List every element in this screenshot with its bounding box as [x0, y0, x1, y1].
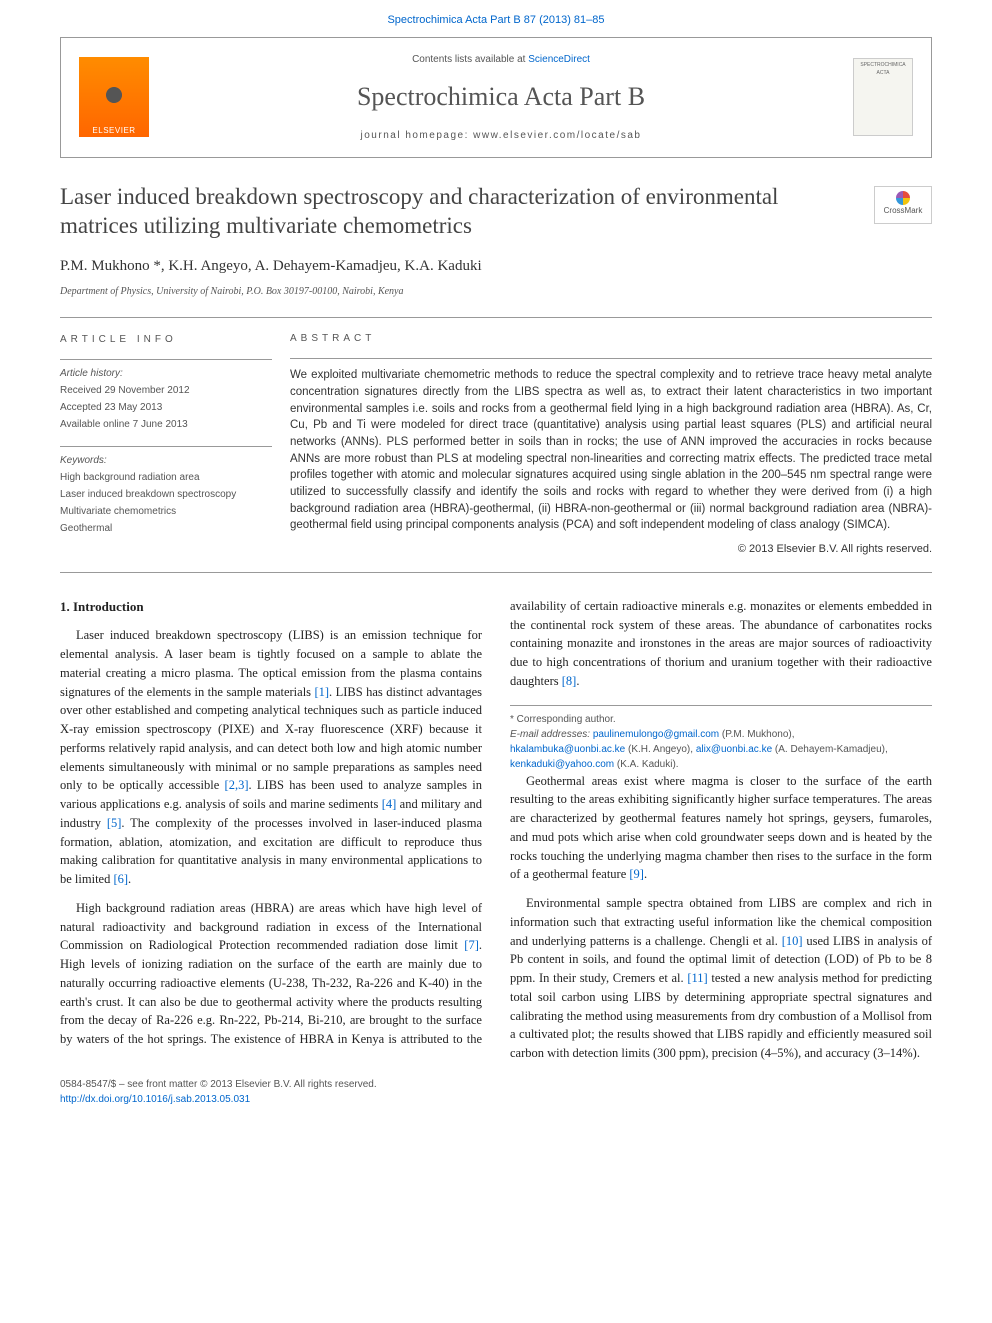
journal-name: Spectrochimica Acta Part B: [149, 77, 853, 116]
contents-line: Contents lists available at ScienceDirec…: [149, 52, 853, 67]
keyword: Geothermal: [60, 521, 272, 536]
intro-heading: 1. Introduction: [60, 597, 482, 617]
email-name: (A. Dehayem-Kamadjeu),: [772, 744, 888, 755]
sciencedirect-link[interactable]: ScienceDirect: [528, 54, 590, 65]
keyword: High background radiation area: [60, 470, 272, 485]
history-label: Article history:: [60, 366, 272, 381]
contents-prefix: Contents lists available at: [412, 54, 528, 65]
issn-line: 0584-8547/$ – see front matter © 2013 El…: [60, 1077, 932, 1092]
text-run: .: [576, 674, 579, 688]
body-paragraph: Laser induced breakdown spectroscopy (LI…: [60, 626, 482, 889]
text-run: High background radiation areas (HBRA) a…: [60, 901, 482, 953]
abstract-copyright: © 2013 Elsevier B.V. All rights reserved…: [290, 542, 932, 558]
abstract-text: We exploited multivariate chemometric me…: [290, 367, 932, 534]
cite-link[interactable]: [11]: [687, 971, 707, 985]
body-paragraph: Geothermal areas exist where magma is cl…: [510, 772, 932, 885]
corresponding-note: * Corresponding author.: [510, 712, 932, 727]
cite-link[interactable]: [5]: [107, 816, 122, 830]
homepage-prefix: journal homepage:: [361, 130, 474, 141]
email-link[interactable]: kenkaduki@yahoo.com: [510, 759, 614, 770]
doi-link[interactable]: http://dx.doi.org/10.1016/j.sab.2013.05.…: [60, 1094, 250, 1105]
email-line: E-mail addresses: paulinemulongo@gmail.c…: [510, 727, 932, 742]
email-name: (P.M. Mukhono),: [719, 729, 794, 740]
cite-link[interactable]: [1]: [314, 685, 329, 699]
bottom-meta: 0584-8547/$ – see front matter © 2013 El…: [60, 1077, 932, 1107]
header-center: Contents lists available at ScienceDirec…: [149, 52, 853, 143]
kw-rule: [60, 446, 272, 447]
elsevier-tree-icon: [89, 75, 139, 125]
homepage-url: www.elsevier.com/locate/sab: [473, 130, 641, 141]
email-name: (K.A. Kaduki).: [614, 759, 678, 770]
cite-link[interactable]: [2,3]: [225, 778, 249, 792]
keyword: Multivariate chemometrics: [60, 504, 272, 519]
article-info-panel: ARTICLE INFO Article history: Received 2…: [60, 332, 290, 558]
meta-section: ARTICLE INFO Article history: Received 2…: [60, 318, 932, 572]
keywords-block: Keywords: High background radiation area…: [60, 446, 272, 536]
email-line: hkalambuka@uonbi.ac.ke (K.H. Angeyo), al…: [510, 742, 932, 757]
cite-link[interactable]: [10]: [782, 934, 803, 948]
divider-bottom: [60, 572, 932, 573]
journal-cover-thumbnail: SPECTROCHIMICA ACTA: [853, 58, 913, 136]
abstract-heading: ABSTRACT: [290, 332, 932, 347]
email-name: (K.H. Angeyo),: [625, 744, 696, 755]
elsevier-logo: ELSEVIER: [79, 57, 149, 137]
cite-link[interactable]: [8]: [562, 674, 577, 688]
text-run: Geothermal areas exist where magma is cl…: [510, 774, 932, 882]
keywords-label: Keywords:: [60, 453, 272, 468]
publisher-name: ELSEVIER: [92, 125, 135, 137]
text-run: .: [644, 867, 647, 881]
abs-rule: [290, 358, 932, 359]
accepted-date: Accepted 23 May 2013: [60, 400, 272, 415]
homepage-line: journal homepage: www.elsevier.com/locat…: [149, 128, 853, 143]
online-date: Available online 7 June 2013: [60, 417, 272, 432]
email-link[interactable]: hkalambuka@uonbi.ac.ke: [510, 744, 625, 755]
text-run: . LIBS has distinct advantages over othe…: [60, 685, 482, 793]
email-link[interactable]: alix@uonbi.ac.ke: [696, 744, 772, 755]
top-reference: Spectrochimica Acta Part B 87 (2013) 81–…: [0, 0, 992, 37]
footnotes: * Corresponding author. E-mail addresses…: [510, 705, 932, 772]
crossmark-badge[interactable]: CrossMark: [874, 186, 932, 224]
cite-link[interactable]: [4]: [382, 797, 397, 811]
email-line: kenkaduki@yahoo.com (K.A. Kaduki).: [510, 757, 932, 772]
journal-ref-link[interactable]: Spectrochimica Acta Part B 87 (2013) 81–…: [387, 14, 604, 26]
email-link[interactable]: paulinemulongo@gmail.com: [593, 729, 719, 740]
email-label: E-mail addresses:: [510, 729, 590, 740]
keyword: Laser induced breakdown spectroscopy: [60, 487, 272, 502]
authors-text: P.M. Mukhono *, K.H. Angeyo, A. Dehayem-…: [60, 258, 482, 274]
body-text: 1. Introduction Laser induced breakdown …: [60, 597, 932, 1063]
cite-link[interactable]: [9]: [629, 867, 644, 881]
journal-header: ELSEVIER Contents lists available at Sci…: [60, 37, 932, 158]
info-rule: [60, 359, 272, 360]
title-block: Laser induced breakdown spectroscopy and…: [60, 182, 932, 242]
affiliation: Department of Physics, University of Nai…: [60, 284, 932, 299]
authors-line: P.M. Mukhono *, K.H. Angeyo, A. Dehayem-…: [60, 255, 932, 278]
article-title: Laser induced breakdown spectroscopy and…: [60, 182, 840, 242]
cite-link[interactable]: [7]: [464, 938, 479, 952]
abstract-panel: ABSTRACT We exploited multivariate chemo…: [290, 332, 932, 558]
body-paragraph: Environmental sample spectra obtained fr…: [510, 894, 932, 1063]
cite-link[interactable]: [6]: [113, 872, 128, 886]
article-info-heading: ARTICLE INFO: [60, 332, 272, 347]
received-date: Received 29 November 2012: [60, 383, 272, 398]
text-run: .: [128, 872, 131, 886]
